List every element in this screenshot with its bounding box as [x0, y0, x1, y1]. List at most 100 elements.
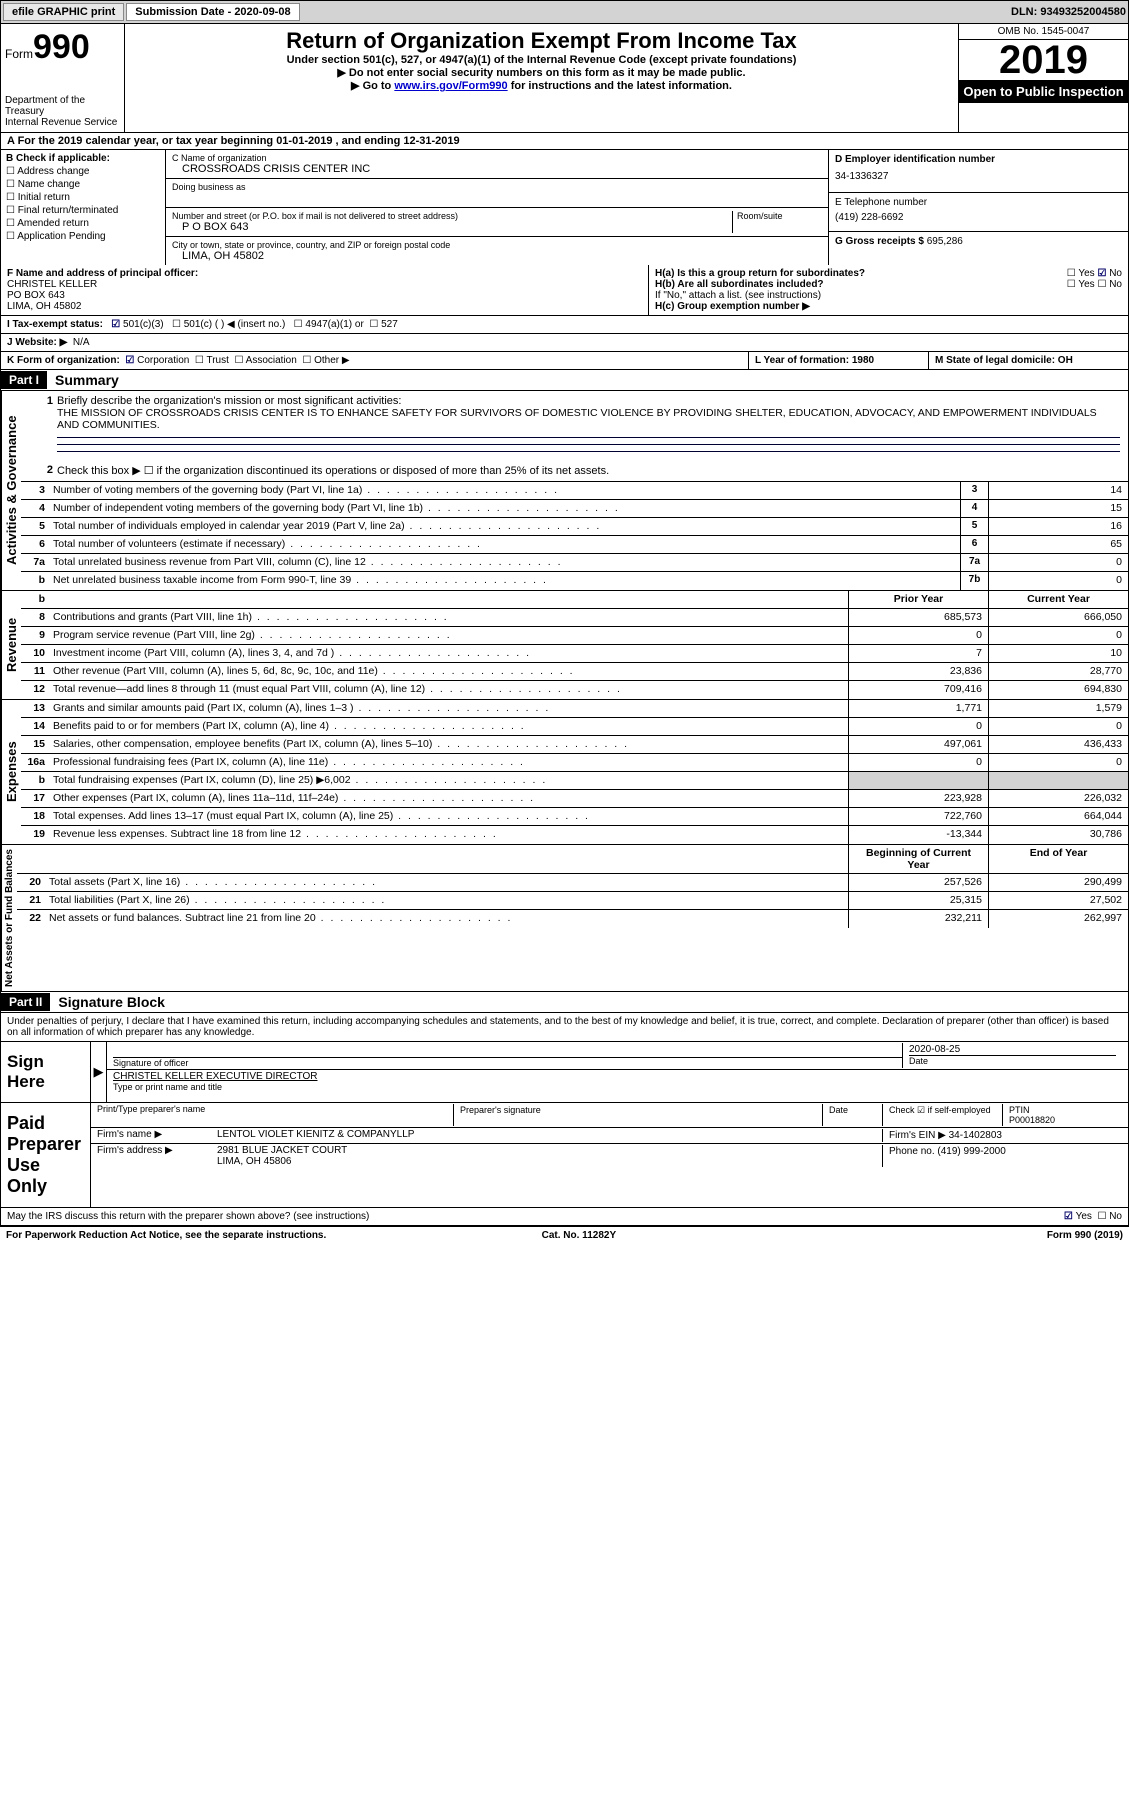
ha-yes[interactable]: Yes — [1067, 268, 1095, 279]
tel-cell: E Telephone number (419) 228-6692 — [829, 193, 1128, 232]
chk-other[interactable]: Other ▶ — [302, 355, 349, 366]
city-box: City or town, state or province, country… — [166, 237, 828, 265]
col-c: C Name of organization CROSSROADS CRISIS… — [166, 150, 828, 265]
firm-name: LENTOL VIOLET KIENITZ & COMPANYLLP — [217, 1129, 882, 1142]
money-line: 14 Benefits paid to or for members (Part… — [21, 718, 1128, 736]
gross-cell: G Gross receipts $ 695,286 — [829, 232, 1128, 251]
firm-ein-label: Firm's EIN ▶ — [889, 1130, 946, 1141]
firm-name-label: Firm's name ▶ — [97, 1129, 217, 1142]
k-cell: K Form of organization: Corporation Trus… — [1, 352, 748, 369]
discuss-no[interactable]: No — [1097, 1211, 1122, 1222]
hb-no[interactable]: No — [1097, 279, 1122, 290]
gov-line: 3 Number of voting members of the govern… — [21, 482, 1128, 500]
room-label: Room/suite — [737, 211, 822, 221]
city-label: City or town, state or province, country… — [172, 240, 822, 250]
chk-4947[interactable]: 4947(a)(1) or — [294, 319, 364, 330]
rev-header: b Prior Year Current Year — [21, 591, 1128, 609]
gov-label: Activities & Governance — [1, 391, 21, 590]
ein-label: D Employer identification number — [835, 154, 1122, 165]
hc-label: H(c) Group exemption number ▶ — [655, 301, 810, 312]
net-header: Beginning of Current Year End of Year — [17, 845, 1128, 874]
prep-date-label: Date — [822, 1104, 882, 1126]
dln: DLN: 93493252004580 — [1011, 6, 1126, 18]
chk-501c3[interactable]: 501(c)(3) — [111, 319, 163, 330]
money-line: b Total fundraising expenses (Part IX, c… — [21, 772, 1128, 790]
part1-badge: Part I — [1, 371, 47, 389]
perjury-text: Under penalties of perjury, I declare th… — [0, 1013, 1129, 1042]
firm-addr1: 2981 BLUE JACKET COURT — [217, 1145, 347, 1156]
m-cell: M State of legal domicile: OH — [928, 352, 1128, 369]
officer-addr2: LIMA, OH 45802 — [7, 301, 81, 312]
money-line: 19 Revenue less expenses. Subtract line … — [21, 826, 1128, 844]
chk-final[interactable]: Final return/terminated — [6, 205, 160, 216]
bcy-header: Beginning of Current Year — [848, 845, 988, 873]
part2-badge: Part II — [1, 993, 50, 1011]
chk-pending[interactable]: Application Pending — [6, 231, 160, 242]
ptin-label: PTIN — [1009, 1105, 1030, 1115]
j-label: J Website: ▶ — [7, 337, 67, 348]
form-word: Form — [5, 47, 33, 61]
ptin-value: P00018820 — [1009, 1115, 1055, 1125]
money-line: 8 Contributions and grants (Part VIII, l… — [21, 609, 1128, 627]
money-line: 10 Investment income (Part VIII, column … — [21, 645, 1128, 663]
top-bar: efile GRAPHIC print Submission Date - 20… — [0, 0, 1129, 24]
l-cell: L Year of formation: 1980 — [748, 352, 928, 369]
open-inspection: Open to Public Inspection — [959, 80, 1128, 103]
exp-label: Expenses — [1, 700, 21, 844]
chk-527[interactable]: 527 — [369, 319, 397, 330]
phone-label: Phone no. — [889, 1146, 935, 1157]
efile-button[interactable]: efile GRAPHIC print — [3, 3, 124, 21]
chk-corp[interactable]: Corporation — [125, 355, 189, 366]
footer: For Paperwork Reduction Act Notice, see … — [0, 1226, 1129, 1244]
hb-yes[interactable]: Yes — [1067, 279, 1095, 290]
row-i: I Tax-exempt status: 501(c)(3) 501(c) ( … — [0, 316, 1129, 334]
chk-trust[interactable]: Trust — [195, 355, 229, 366]
f-label: F Name and address of principal officer: — [7, 268, 198, 279]
addr-label: Number and street (or P.O. box if mail i… — [172, 211, 732, 221]
dba-box: Doing business as — [166, 179, 828, 208]
ha-row: H(a) Is this a group return for subordin… — [655, 268, 1122, 279]
state-domicile: M State of legal domicile: OH — [935, 355, 1073, 366]
ssn-warning: ▶ Do not enter social security numbers o… — [129, 66, 954, 79]
part2-title: Signature Block — [50, 992, 173, 1012]
chk-name[interactable]: Name change — [6, 179, 160, 190]
paid-prep-label: Paid Preparer Use Only — [1, 1103, 91, 1207]
footer-center: Cat. No. 11282Y — [542, 1230, 616, 1241]
line2-num: 2 — [29, 464, 57, 477]
blank-desc — [49, 591, 848, 608]
sign-here-label: Sign Here — [1, 1042, 91, 1102]
tax-year: 2019 — [959, 40, 1128, 80]
chk-amended[interactable]: Amended return — [6, 218, 160, 229]
sign-block: Sign Here ▶ Signature of officer 2020-08… — [0, 1042, 1129, 1226]
net-label: Net Assets or Fund Balances — [1, 845, 17, 991]
col-b: B Check if applicable: Address change Na… — [1, 150, 166, 265]
money-line: 22 Net assets or fund balances. Subtract… — [17, 910, 1128, 928]
mission-text: THE MISSION OF CROSSROADS CRISIS CENTER … — [57, 407, 1097, 431]
dept-treasury: Department of the Treasury Internal Reve… — [5, 95, 120, 128]
hb-label: H(b) Are all subordinates included? — [655, 279, 824, 290]
py-header: Prior Year — [848, 591, 988, 608]
addr-value: P O BOX 643 — [172, 221, 732, 233]
chk-initial[interactable]: Initial return — [6, 192, 160, 203]
discuss-label: May the IRS discuss this return with the… — [7, 1211, 369, 1222]
gov-line: b Net unrelated business taxable income … — [21, 572, 1128, 590]
section-a: A For the 2019 calendar year, or tax yea… — [0, 133, 1129, 150]
city-value: LIMA, OH 45802 — [172, 250, 822, 262]
hb-row: H(b) Are all subordinates included? Yes … — [655, 279, 1122, 290]
row-klm: K Form of organization: Corporation Trus… — [0, 352, 1129, 370]
blank: b — [21, 591, 49, 608]
ha-no[interactable]: No — [1097, 268, 1122, 279]
chk-address[interactable]: Address change — [6, 166, 160, 177]
self-employed[interactable]: Check ☑ if self-employed — [882, 1104, 1002, 1126]
irs-link[interactable]: www.irs.gov/Form990 — [394, 80, 507, 92]
money-line: 13 Grants and similar amounts paid (Part… — [21, 700, 1128, 718]
form-number: 990 — [33, 28, 90, 66]
prep-name-label: Print/Type preparer's name — [97, 1104, 453, 1126]
form-subtitle: Under section 501(c), 527, or 4947(a)(1)… — [129, 54, 954, 66]
money-line: 21 Total liabilities (Part X, line 26) 2… — [17, 892, 1128, 910]
discuss-yes[interactable]: Yes — [1064, 1211, 1092, 1222]
money-line: 12 Total revenue—add lines 8 through 11 … — [21, 681, 1128, 699]
chk-501c[interactable]: 501(c) ( ) ◀ (insert no.) — [172, 319, 285, 330]
firm-ein: 34-1402803 — [949, 1130, 1002, 1141]
chk-assoc[interactable]: Association — [234, 355, 296, 366]
